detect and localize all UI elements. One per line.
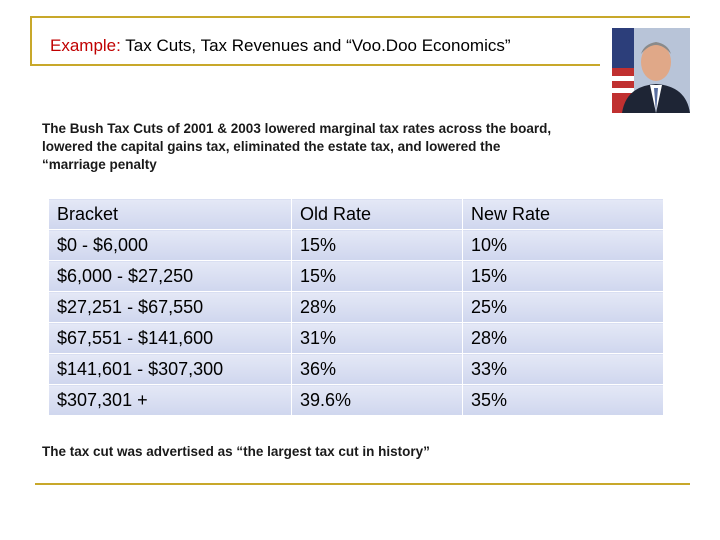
table-cell: $27,251 - $67,550: [48, 291, 292, 323]
paragraph-line: lowered the capital gains tax, eliminate…: [42, 139, 501, 154]
table-row: $27,251 - $67,550 28% 25%: [48, 291, 664, 323]
table-cell: $6,000 - $27,250: [48, 260, 292, 292]
table-cell: $67,551 - $141,600: [48, 322, 292, 354]
table-row: $141,601 - $307,300 36% 33%: [48, 353, 664, 385]
paragraph: The Bush Tax Cuts of 2001 & 2003 lowered…: [42, 120, 551, 174]
table-cell: 35%: [462, 384, 664, 416]
table-cell: $141,601 - $307,300: [48, 353, 292, 385]
table-cell: 25%: [462, 291, 664, 323]
table-row: $307,301 +39.6% 35%: [48, 384, 664, 416]
portrait: [612, 28, 690, 113]
table-cell: 36%: [291, 353, 463, 385]
table-row: $0 - $6,000 15% 10%: [48, 229, 664, 261]
table-cell: $307,301 +: [48, 384, 292, 416]
table-cell: 33%: [462, 353, 664, 385]
rate-table: Bracket Old Rate New Rate $0 - $6,000 15% 10%…: [48, 198, 664, 416]
rule: [30, 16, 690, 18]
table-cell: 15%: [291, 229, 463, 261]
header-cell: Old Rate: [291, 198, 463, 230]
paragraph-line: The Bush Tax Cuts of 2001 & 2003 lowered…: [42, 121, 552, 136]
paragraph-line: “marriage penalty: [42, 157, 157, 172]
table-row: $67,551 - $141,600 31% 28%: [48, 322, 664, 354]
title-text: Tax Cuts, Tax Revenues and “Voo.Doo Econ…: [125, 36, 511, 55]
table-cell: 39.6%: [291, 384, 463, 416]
title: Example: Tax Cuts, Tax Revenues and “Voo…: [50, 36, 511, 56]
table-cell: 31%: [291, 322, 463, 354]
table-row: $6,000 - $27,250 15% 15%: [48, 260, 664, 292]
table-cell: 28%: [291, 291, 463, 323]
header-cell: Bracket: [48, 198, 292, 230]
table-cell: 10%: [462, 229, 664, 261]
rule: [30, 16, 32, 66]
table-cell: 28%: [462, 322, 664, 354]
footer-text: The tax cut was advertised as “the large…: [42, 444, 430, 459]
header-row: Bracket Old Rate New Rate: [48, 198, 664, 230]
table-cell: 15%: [462, 260, 664, 292]
table-cell: $0 - $6,000: [48, 229, 292, 261]
title-label: Example:: [50, 36, 121, 55]
rule: [35, 483, 690, 485]
table-cell: 15%: [291, 260, 463, 292]
header-cell: New Rate: [462, 198, 664, 230]
rule: [30, 64, 600, 66]
